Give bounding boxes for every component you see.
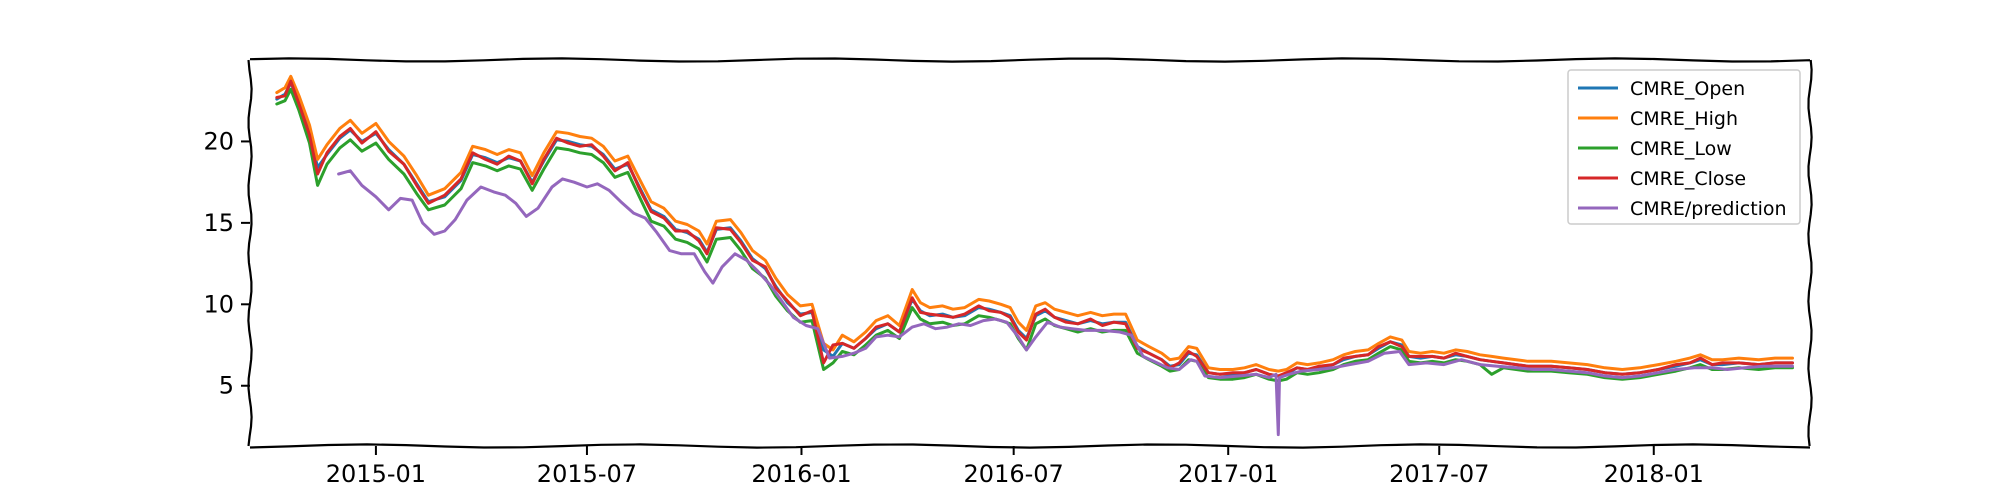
series-layer [275,74,1794,437]
x-tick-label: 2017-01 [1178,460,1278,488]
series-line-cmre-prediction [337,169,1794,437]
x-axis: 2015-01 2015-07 2016-01 2016-07 2017-01 2017-… [326,446,1704,488]
x-tick-label: 2017-07 [1389,460,1489,488]
legend-label: CMRE_High [1630,108,1738,130]
x-tick-label: 2016-07 [964,460,1064,488]
series-line-cmre-close [275,79,1794,378]
series-line-cmre-open [275,81,1794,378]
y-tick-label: 15 [203,209,234,237]
y-tick-label: 5 [219,372,234,400]
plot-area: 2015-01 2015-07 2016-01 2016-07 2017-01 2017-… [203,57,1813,488]
y-tick-label: 10 [203,290,234,318]
legend-label: CMRE_Close [1630,168,1746,190]
x-tick-label: 2018-01 [1604,460,1704,488]
axes-frame [247,57,1813,449]
y-axis: 5 10 15 20 [203,127,250,400]
legend: CMRE_Open CMRE_High CMRE_Low CMRE_Close CMRE… [1567,69,1801,225]
x-tick-label: 2015-07 [537,460,637,488]
legend-label: CMRE_Low [1630,138,1732,160]
legend-box [1567,69,1801,225]
series-line-cmre-high [275,74,1794,373]
legend-label: CMRE_Open [1630,78,1745,100]
x-tick-label: 2016-01 [751,460,851,488]
legend-label: CMRE/prediction [1630,198,1787,220]
y-tick-label: 20 [203,127,234,155]
x-tick-label: 2015-01 [326,460,426,488]
